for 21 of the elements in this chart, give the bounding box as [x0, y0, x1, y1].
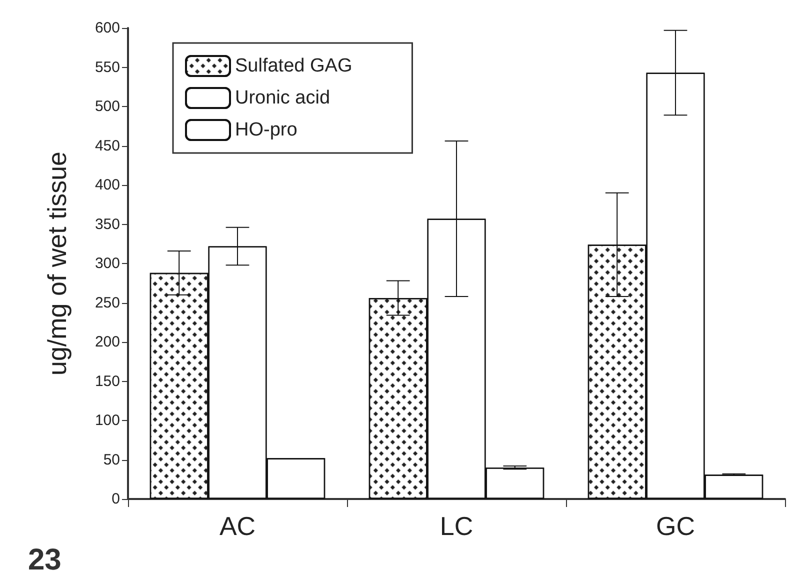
legend-label: Sulfated GAG [235, 56, 352, 76]
y-tick-label: 450 [94, 137, 120, 154]
y-tick-label: 600 [94, 20, 120, 36]
y-tick-label: 200 [94, 334, 120, 350]
y-tick-label: 150 [94, 372, 120, 390]
x-tick-label: GC [656, 511, 695, 541]
y-tick-label: 350 [94, 216, 120, 233]
y-tick-label: 300 [94, 255, 120, 272]
x-tick-label: AC [219, 511, 256, 541]
text: 23 [28, 544, 62, 576]
y-tick-label: 100 [94, 412, 120, 429]
y-tick-label: 550 [94, 58, 120, 76]
legend-label: Uronic acid [235, 88, 330, 108]
legend-label: HO-pro [235, 120, 298, 140]
y-tick-label: 250 [94, 294, 120, 312]
y-tick-label: 0 [112, 490, 120, 508]
y-tick-label: 400 [94, 176, 120, 194]
y-tick-label: 500 [94, 98, 120, 115]
y-tick-label: 50 [103, 451, 120, 468]
x-tick-label: LC [440, 511, 474, 541]
y-axis-title: ug/mg of wet tissue [42, 152, 72, 376]
